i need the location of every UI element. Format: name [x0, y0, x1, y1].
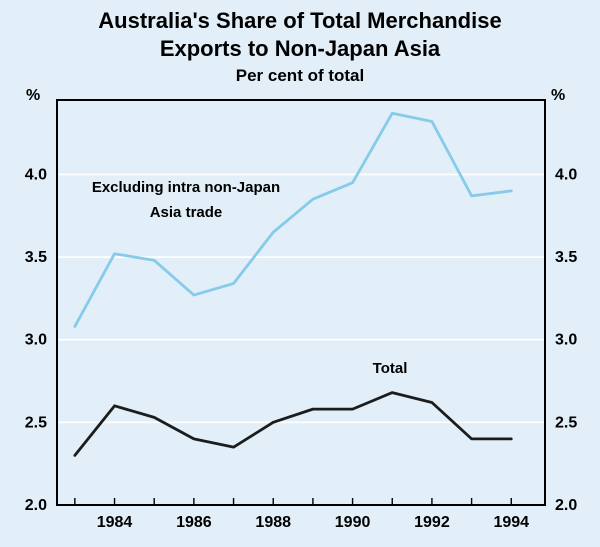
x-tick-label: 1988 — [255, 514, 291, 531]
y-tick-label-left: 2.0 — [25, 497, 47, 514]
y-axis-unit-left: % — [26, 87, 41, 104]
series-label-excluding-line1: Excluding intra non-Japan — [91, 179, 281, 196]
y-tick-label-right: 2.5 — [555, 414, 577, 431]
chart-subtitle: Per cent of total — [235, 66, 365, 85]
x-tick-label: 1990 — [335, 514, 371, 531]
x-tick-label: 1992 — [414, 514, 450, 531]
series-line-total — [73, 391, 513, 457]
series-label-total: Total — [372, 360, 408, 377]
y-tick-label-right: 4.0 — [555, 166, 577, 183]
plot-border — [56, 99, 546, 506]
y-tick-label-right: 3.0 — [555, 332, 577, 349]
plot-area — [57, 100, 545, 505]
chart-title-line1: Australia's Share of Total Merchandise — [98, 8, 502, 33]
x-tick-label: 1986 — [176, 514, 212, 531]
y-tick-label-left: 3.5 — [25, 249, 47, 266]
chart-title-line2: Exports to Non-Japan Asia — [159, 36, 441, 61]
series-line-excluding-intra — [73, 111, 513, 328]
series-label-excluding: Excluding intra non-Japan Asia trade — [62, 175, 310, 225]
x-tick-label: 1984 — [97, 514, 133, 531]
x-tick-label: 1994 — [493, 514, 529, 531]
y-tick-label-right: 2.0 — [555, 497, 577, 514]
y-tick-label-right: 3.5 — [555, 249, 577, 266]
series-label-excluding-line2: Asia trade — [149, 204, 223, 221]
y-tick-label-left: 2.5 — [25, 414, 47, 431]
y-tick-label-left: 3.0 — [25, 332, 47, 349]
y-axis-unit-right: % — [551, 87, 566, 104]
y-tick-label-left: 4.0 — [25, 166, 47, 183]
